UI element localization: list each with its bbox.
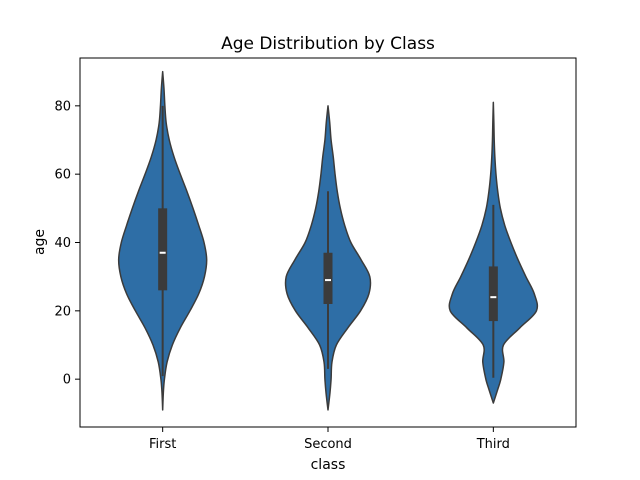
x-tick-label: Second [304, 437, 352, 452]
y-tick-label: 20 [54, 304, 71, 319]
x-axis-label: class [311, 457, 346, 473]
plot-frame [79, 57, 577, 428]
y-axis: 0 20 40 60 80 [54, 99, 80, 388]
x-tick-label: Third [476, 437, 510, 452]
y-tick-label: 80 [54, 99, 71, 114]
y-tick-label: 40 [54, 236, 71, 251]
y-axis-label: age [32, 229, 48, 255]
x-tick-label: First [149, 437, 176, 452]
chart-title: Age Distribution by Class [221, 34, 435, 54]
iqr-box-second [323, 252, 333, 304]
violin-group [117, 70, 539, 411]
x-axis: First Second Third [149, 427, 510, 452]
y-tick-label: 60 [54, 168, 71, 183]
iqr-box-first [158, 208, 168, 291]
iqr-box-third [488, 266, 498, 322]
y-tick-label: 0 [63, 373, 71, 388]
